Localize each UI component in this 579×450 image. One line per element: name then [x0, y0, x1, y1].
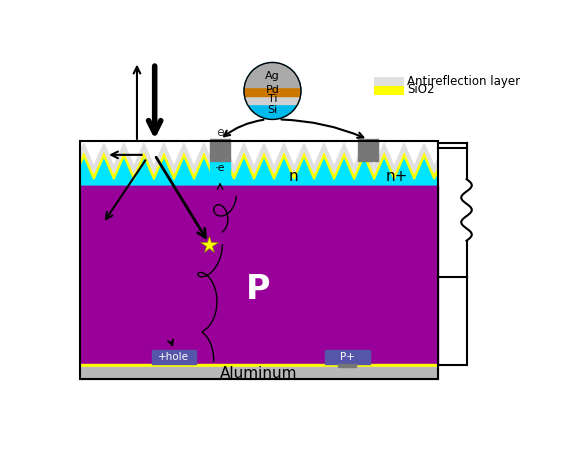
Text: n+: n+: [386, 169, 408, 184]
Text: Si: Si: [267, 105, 277, 115]
Polygon shape: [80, 157, 438, 185]
Text: P+: P+: [340, 351, 354, 362]
Bar: [374, 77, 404, 86]
Bar: [80, 141, 438, 379]
Bar: [210, 161, 230, 183]
Bar: [325, 350, 369, 364]
Bar: [80, 367, 438, 379]
Bar: [244, 63, 301, 87]
Polygon shape: [80, 150, 438, 180]
Text: n: n: [288, 169, 298, 184]
Circle shape: [244, 63, 301, 119]
Text: Ag: Ag: [265, 71, 280, 81]
Bar: [244, 95, 301, 104]
Text: ·e: ·e: [215, 163, 225, 173]
Text: ⊖: ⊖: [216, 128, 224, 138]
Text: Aluminum: Aluminum: [220, 366, 298, 381]
Bar: [374, 86, 404, 94]
Bar: [80, 364, 438, 367]
Text: P: P: [247, 273, 271, 306]
Bar: [358, 140, 378, 161]
Bar: [80, 185, 438, 364]
Bar: [244, 86, 301, 96]
Text: Pd: Pd: [266, 85, 280, 95]
Text: SiO2: SiO2: [407, 83, 435, 96]
Text: Antireflection layer: Antireflection layer: [407, 75, 521, 88]
Text: Ti: Ti: [267, 94, 277, 104]
Bar: [338, 364, 357, 367]
Polygon shape: [80, 144, 438, 173]
Bar: [152, 350, 196, 364]
Bar: [210, 140, 230, 161]
Text: +hole: +hole: [159, 351, 189, 362]
